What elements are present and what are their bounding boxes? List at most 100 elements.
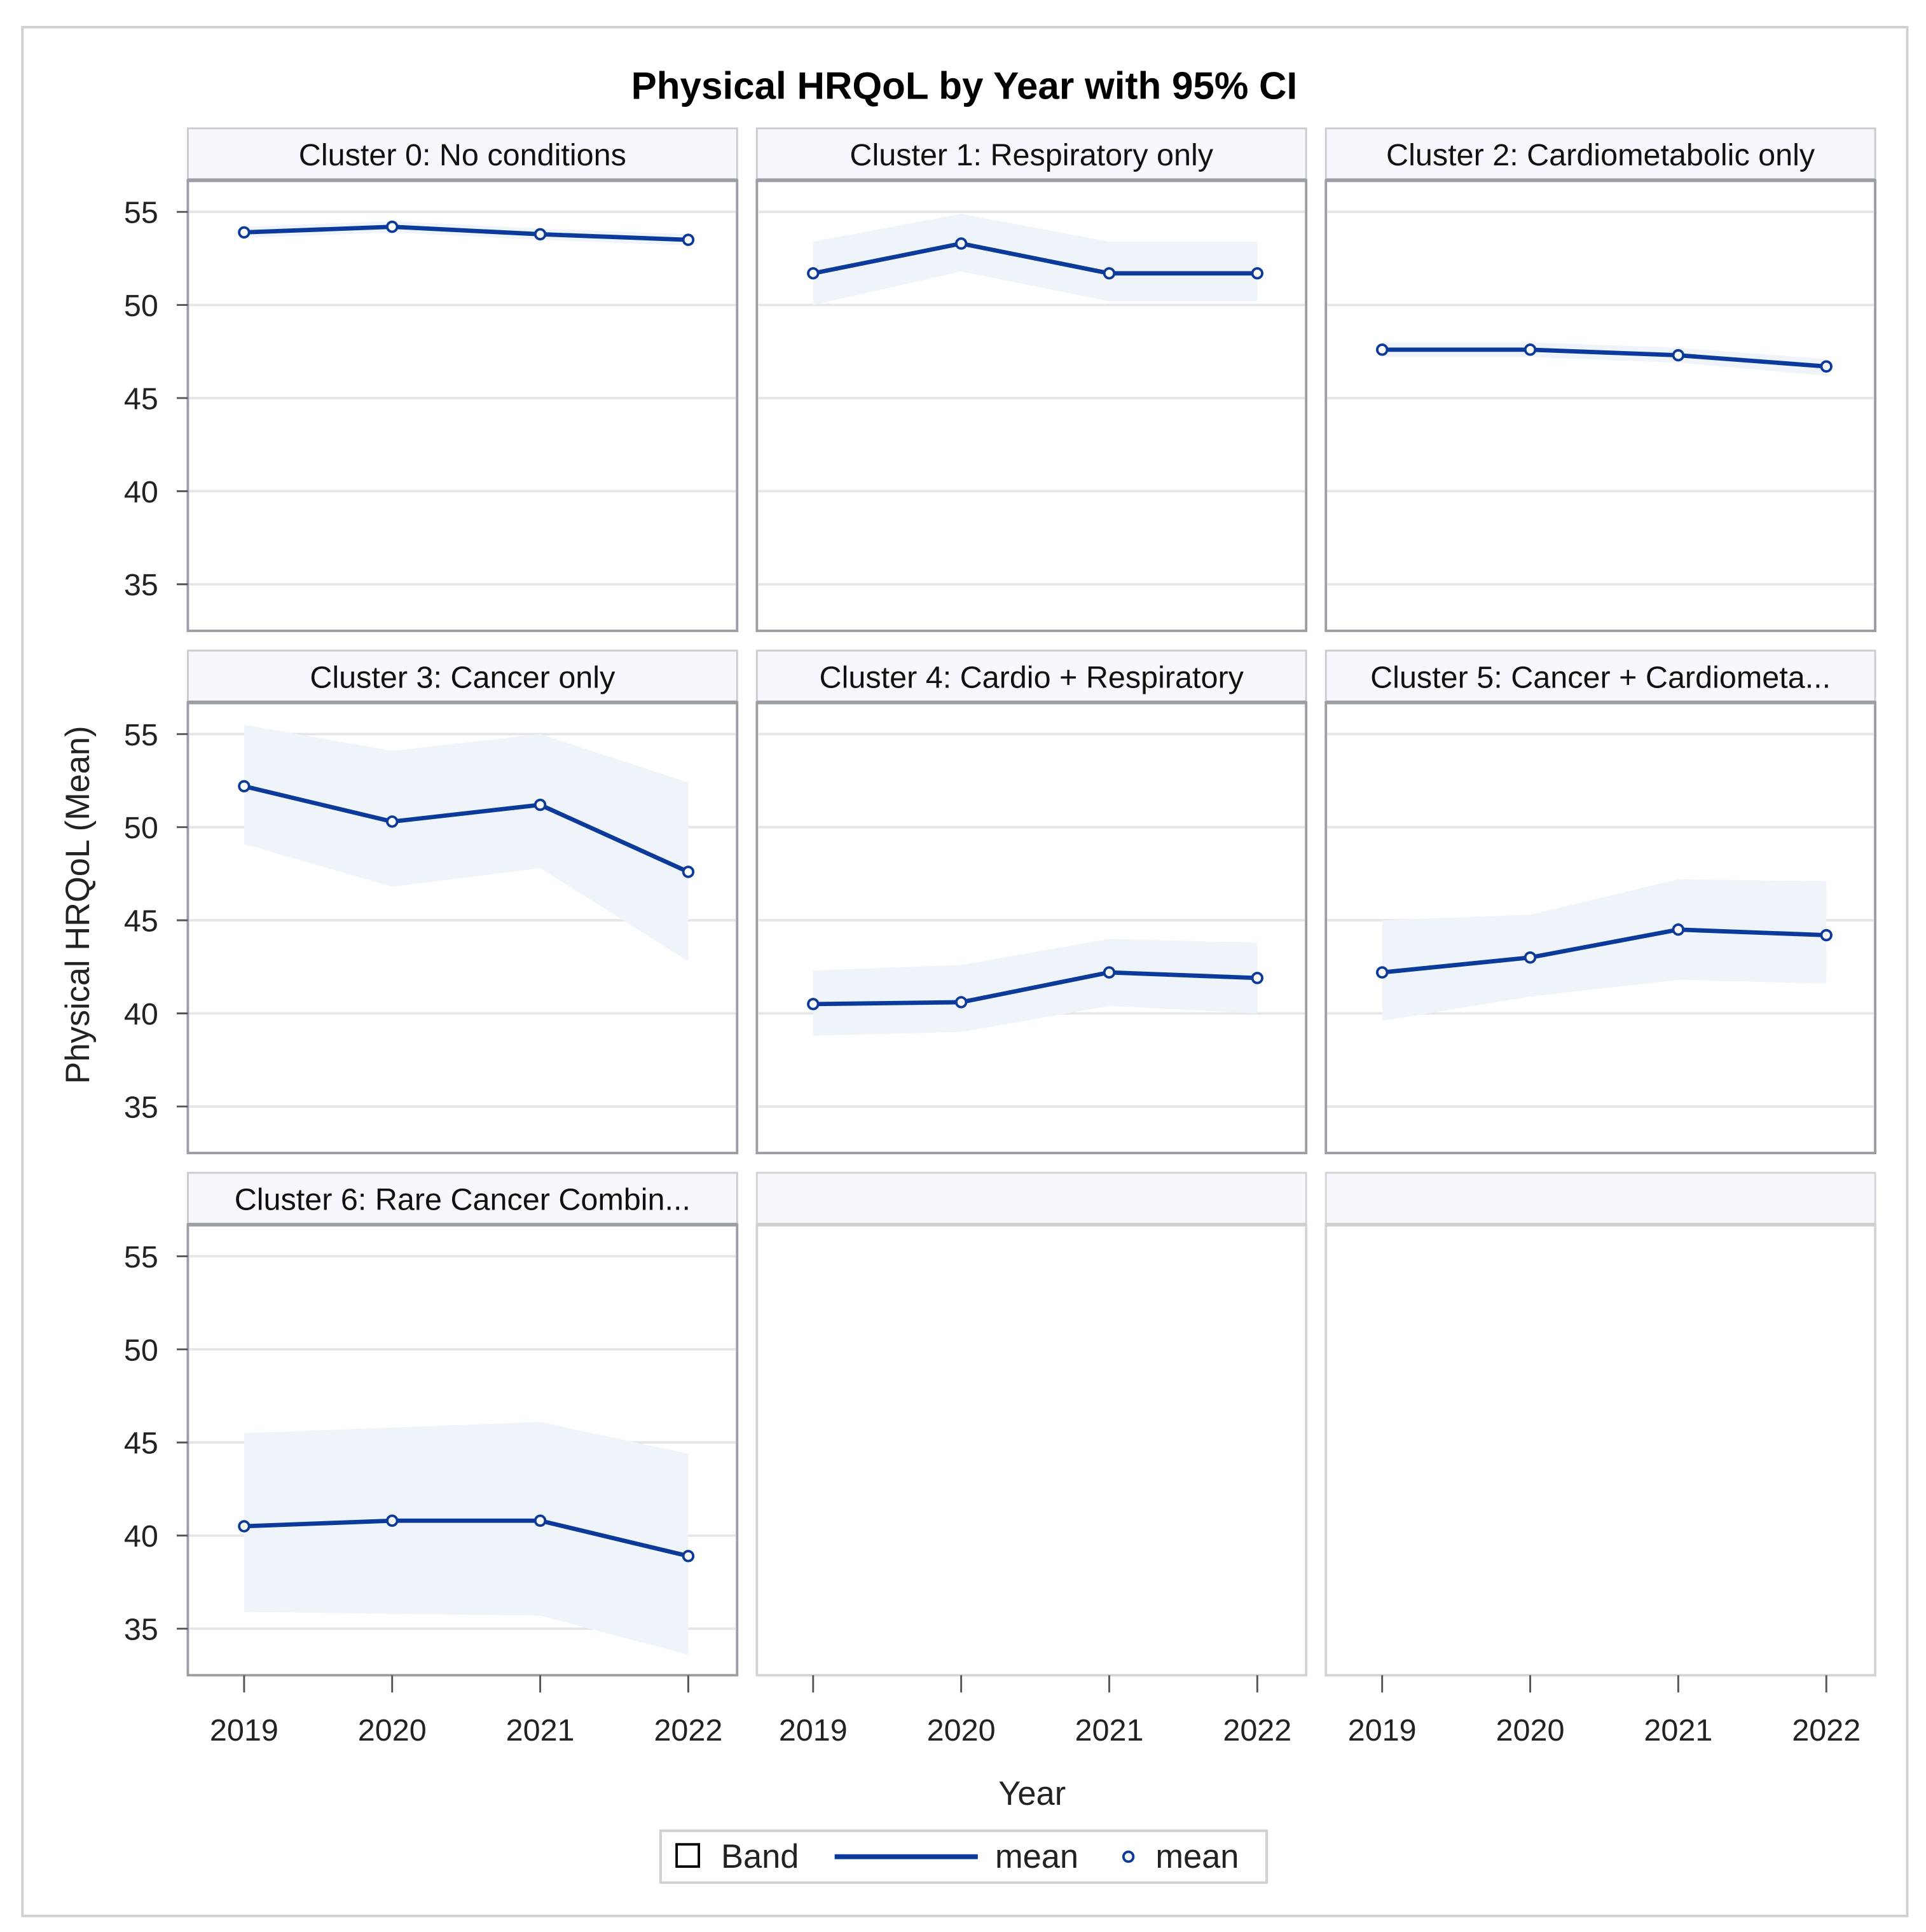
panel-title: Cluster 6: Rare Cancer Combin... — [235, 1182, 691, 1217]
mean-marker — [386, 1514, 399, 1527]
panel-5: Cluster 5: Cancer + Cardiometa... — [1324, 649, 1876, 1155]
y-tick-label: 50 — [124, 811, 158, 845]
x-tick-label: 2022 — [1223, 1713, 1291, 1748]
mean-marker — [1524, 951, 1537, 964]
ci-band — [244, 1422, 689, 1655]
mean-marker — [238, 780, 251, 793]
mean-marker — [1103, 267, 1116, 280]
panel-header — [186, 127, 738, 181]
y-tick-label: 40 — [124, 1519, 158, 1554]
y-tick-label: 50 — [124, 1333, 158, 1367]
x-tick-label: 2021 — [1644, 1713, 1712, 1748]
y-axis-label: Physical HRQoL (Mean) — [60, 726, 97, 1084]
x-tick-label: 2020 — [358, 1713, 427, 1748]
panel-title: Cluster 2: Cardiometabolic only — [1386, 138, 1815, 172]
y-tick-label: 55 — [124, 196, 158, 230]
y-tick-label: 40 — [124, 997, 158, 1032]
mean-marker — [238, 226, 251, 239]
y-tick-label: 45 — [124, 904, 158, 939]
panel-1: Cluster 1: Respiratory only — [755, 127, 1308, 632]
panel-header — [755, 1171, 1307, 1226]
mean-marker — [954, 996, 968, 1009]
mean-marker — [682, 233, 695, 246]
mean-line — [244, 784, 689, 874]
ci-band — [244, 724, 689, 962]
panel-6: Cluster 6: Rare Cancer Combin... 35 40 45 50… — [124, 1171, 739, 1748]
mean-line — [244, 224, 689, 242]
y-tick-label: 50 — [124, 289, 158, 323]
mean-marker — [1251, 267, 1264, 280]
legend-marker-swatch — [1122, 1850, 1135, 1863]
mean-marker — [533, 798, 547, 811]
x-axis-label: Year — [998, 1776, 1066, 1812]
mean-marker — [386, 815, 399, 828]
mean-marker — [1251, 972, 1264, 984]
x-tick-label: 2019 — [210, 1713, 279, 1748]
chart-title: Physical HRQoL by Year with 95% CI — [631, 64, 1298, 107]
mean-marker — [1820, 360, 1833, 373]
mean-marker — [807, 998, 820, 1011]
y-tick-label: 45 — [124, 382, 158, 416]
mean-marker — [1672, 348, 1685, 362]
panel-header — [186, 1171, 738, 1226]
mean-marker — [807, 267, 820, 280]
panel-title: Cluster 3: Cancer only — [310, 660, 616, 694]
panel-header — [1324, 649, 1876, 704]
panel-8: 2019 2020 2021 2022 — [1324, 1171, 1876, 1748]
legend-band-swatch — [675, 1843, 701, 1868]
mean-marker — [682, 866, 695, 878]
panel-header — [755, 127, 1307, 181]
plot-area — [186, 179, 739, 632]
mean-marker — [1375, 966, 1389, 979]
mean-marker — [238, 1520, 251, 1533]
x-tick-label: 2019 — [779, 1713, 848, 1748]
mean-line — [1382, 347, 1827, 369]
panel-3: Cluster 3: Cancer only 35 40 45 50 55 — [124, 649, 739, 1155]
panel-7: 2019 2020 2021 2022 — [755, 1171, 1308, 1748]
panel-title: Cluster 0: No conditions — [299, 138, 626, 172]
y-tick-label: 40 — [124, 475, 158, 509]
panel-header — [1324, 127, 1876, 181]
panel-2: Cluster 2: Cardiometabolic only — [1324, 127, 1876, 632]
x-tick-label: 2020 — [1496, 1713, 1565, 1748]
x-tick-label: 2020 — [927, 1713, 996, 1748]
plot-area — [755, 1223, 1308, 1677]
mean-marker — [1524, 343, 1537, 356]
mean-marker — [386, 220, 399, 233]
panel-header — [1324, 1171, 1876, 1226]
y-tick-label: 45 — [124, 1426, 158, 1461]
ci-band — [1382, 879, 1827, 1021]
mean-marker — [533, 1514, 547, 1527]
panel-title: Cluster 5: Cancer + Cardiometa... — [1370, 660, 1831, 694]
x-tick-label: 2021 — [506, 1713, 575, 1748]
plot-area — [1324, 1223, 1876, 1677]
mean-marker — [1375, 343, 1389, 356]
mean-line — [1382, 927, 1827, 975]
mean-line — [813, 241, 1258, 276]
mean-marker — [1672, 923, 1685, 936]
mean-line — [244, 1518, 689, 1559]
mean-marker — [682, 1550, 695, 1563]
legend-marker-label: mean — [1155, 1839, 1239, 1875]
x-tick-label: 2019 — [1348, 1713, 1417, 1748]
panel-title: Cluster 1: Respiratory only — [850, 138, 1213, 172]
panel-header — [755, 649, 1307, 704]
x-tick-label: 2022 — [1792, 1713, 1861, 1748]
mean-marker — [1103, 966, 1116, 979]
plot-area — [755, 701, 1308, 1155]
y-tick-label: 55 — [124, 1240, 158, 1274]
legend-line-label: mean — [995, 1839, 1078, 1875]
y-tick-label: 35 — [124, 568, 158, 602]
mean-line — [813, 970, 1258, 1007]
panel-0: Cluster 0: No conditions 35 40 45 50 55 — [124, 127, 739, 632]
mean-marker — [954, 237, 968, 250]
mean-marker — [533, 228, 547, 241]
mean-marker — [1820, 928, 1833, 942]
panel-header — [186, 649, 738, 704]
legend-band-label: Band — [721, 1839, 799, 1875]
panel-title: Cluster 4: Cardio + Respiratory — [820, 660, 1244, 694]
y-tick-label: 35 — [124, 1613, 158, 1647]
y-tick-label: 35 — [124, 1090, 158, 1124]
panel-4: Cluster 4: Cardio + Respiratory — [755, 649, 1308, 1155]
